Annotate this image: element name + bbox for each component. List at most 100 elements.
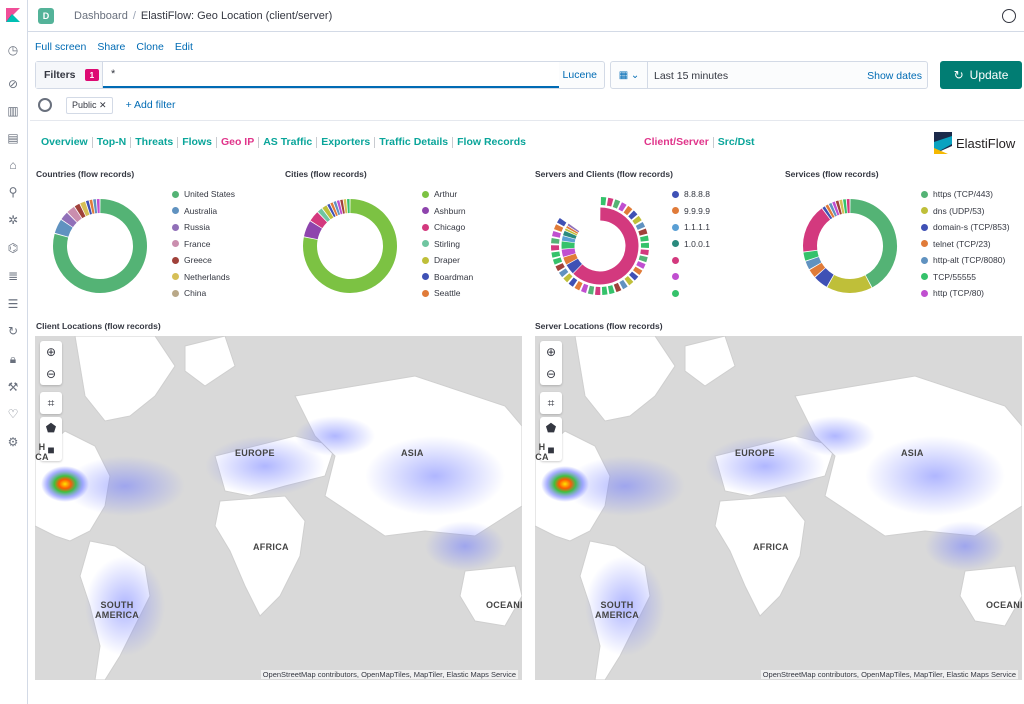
ml-icon[interactable]: ✲ (7, 213, 19, 227)
legend-item[interactable]: domain-s (TCP/853) (921, 219, 1021, 236)
edit-link[interactable]: Edit (174, 41, 193, 53)
nav-link-flow-records[interactable]: Flow Records (457, 136, 526, 148)
zoom-out-icon[interactable]: ⊖ (45, 367, 57, 381)
donut-slice[interactable] (606, 197, 614, 207)
query-language-toggle[interactable]: Lucene (562, 69, 597, 81)
donut-slice[interactable] (567, 223, 580, 233)
legend-item[interactable]: 8.8.8.8 (672, 186, 732, 203)
donut-slice[interactable] (563, 273, 573, 283)
donut-slice[interactable] (587, 285, 595, 295)
legend-item[interactable] (672, 252, 732, 269)
time-range-value[interactable]: Last 15 minutes (654, 70, 729, 82)
legend-item[interactable]: http-alt (TCP/8080) (921, 252, 1021, 269)
nav-link-exporters[interactable]: Exporters (321, 136, 371, 148)
donut-slice[interactable] (624, 276, 634, 286)
nav-link-geo-ip[interactable]: Geo IP (220, 136, 255, 148)
legend-item[interactable]: China (172, 285, 272, 302)
donut-slice[interactable] (623, 205, 633, 216)
donut-slice[interactable] (629, 271, 639, 281)
view-link-client-server[interactable]: Client/Server (644, 136, 709, 148)
share-link[interactable]: Share (97, 41, 126, 53)
donut-slice[interactable] (832, 201, 840, 216)
donut-slice[interactable] (563, 230, 577, 239)
donut-slice[interactable] (825, 204, 835, 218)
donut-slice[interactable] (574, 280, 583, 291)
legend-item[interactable]: Chicago (422, 219, 522, 236)
full-screen-link[interactable]: Full screen (35, 41, 87, 53)
donut-slice[interactable] (619, 279, 628, 290)
donut-slice[interactable] (67, 206, 82, 223)
donut-slice[interactable] (336, 200, 343, 215)
donut-slice[interactable] (80, 201, 90, 217)
legend-item[interactable]: TCP/55555 (921, 269, 1021, 286)
donut-slice[interactable] (566, 258, 583, 274)
legend-item[interactable]: United States (172, 186, 272, 203)
apm-icon[interactable]: ☰ (7, 297, 19, 311)
donut-slice[interactable] (551, 238, 560, 244)
donut-slice[interactable] (551, 251, 561, 258)
donut-slice[interactable] (552, 257, 563, 265)
kibana-logo[interactable] (6, 8, 20, 22)
view-link-src-dst[interactable]: Src/Dst (717, 136, 755, 148)
help-icon[interactable] (1002, 9, 1016, 23)
world-map[interactable] (535, 336, 1022, 680)
donut-slice[interactable] (640, 249, 649, 256)
donut-slice[interactable] (805, 256, 822, 270)
donut-slice[interactable] (561, 236, 576, 243)
donut-slice[interactable] (568, 277, 578, 287)
donut-slice[interactable] (303, 199, 397, 293)
donut-slice[interactable] (85, 200, 93, 215)
legend-item[interactable]: 9.9.9.9 (672, 203, 732, 220)
donut-slice[interactable] (580, 283, 589, 293)
crop-icon[interactable]: ⌗ (547, 395, 555, 410)
siem-lock-icon[interactable]: 🔒︎ (9, 351, 17, 366)
legend-item[interactable]: Stirling (422, 236, 522, 253)
donut-slice[interactable] (635, 221, 646, 230)
legend-item[interactable]: telnet (TCP/23) (921, 236, 1021, 253)
donut-slice[interactable] (555, 263, 565, 272)
donut-slice[interactable] (303, 221, 323, 240)
donut-slice[interactable] (618, 202, 627, 212)
show-dates-link[interactable]: Show dates (867, 70, 922, 82)
donut-slice[interactable] (330, 202, 338, 217)
donut-slice[interactable] (632, 215, 642, 225)
legend-item[interactable]: 1.1.1.1 (672, 219, 732, 236)
donut-slice[interactable] (327, 203, 336, 218)
donut-slice[interactable] (849, 199, 897, 288)
nav-link-as-traffic[interactable]: AS Traffic (263, 136, 313, 148)
legend-item[interactable]: http (TCP/80) (921, 285, 1021, 302)
donut-slice[interactable] (61, 212, 77, 228)
donut-slice[interactable] (809, 262, 826, 277)
donut-slice[interactable] (822, 206, 833, 220)
infrastructure-icon[interactable]: ⌬ (7, 241, 19, 255)
nav-link-overview[interactable]: Overview (41, 136, 88, 148)
legend-item[interactable]: dns (UDP/53) (921, 203, 1021, 220)
countries-donut[interactable] (50, 196, 150, 296)
crop-icon[interactable]: ⌗ (47, 395, 55, 410)
donut-slice[interactable] (607, 285, 615, 295)
legend-item[interactable]: https (TCP/443) (921, 186, 1021, 203)
donut-slice[interactable] (558, 268, 569, 278)
legend-item[interactable] (672, 285, 732, 302)
close-icon[interactable]: ✕ (99, 99, 107, 110)
donut-slice[interactable] (310, 212, 328, 229)
space-avatar[interactable]: D (38, 8, 54, 24)
zoom-in-icon[interactable]: ⊕ (545, 345, 557, 359)
donut-slice[interactable] (54, 219, 73, 238)
nav-link-flows[interactable]: Flows (182, 136, 212, 148)
management-gear-icon[interactable]: ⚙ (7, 435, 19, 449)
legend-item[interactable]: France (172, 236, 272, 253)
filters-button[interactable]: Filters 1 (36, 62, 103, 88)
legend-item[interactable]: Seattle (422, 285, 522, 302)
donut-slice[interactable] (638, 228, 648, 236)
breadcrumb-dashboard[interactable]: Dashboard (74, 10, 128, 22)
zoom-out-icon[interactable]: ⊖ (545, 367, 557, 381)
polygon-icon[interactable]: ⬟ (545, 421, 557, 435)
calendar-icon[interactable]: ▦ ⌄ (611, 62, 648, 88)
donut-slice[interactable] (564, 228, 578, 236)
donut-slice[interactable] (803, 208, 831, 252)
filter-pill[interactable]: Public ✕ (66, 96, 113, 114)
donut-slice[interactable] (638, 255, 648, 263)
donut-slice[interactable] (553, 224, 564, 232)
donut-slice[interactable] (556, 217, 567, 227)
